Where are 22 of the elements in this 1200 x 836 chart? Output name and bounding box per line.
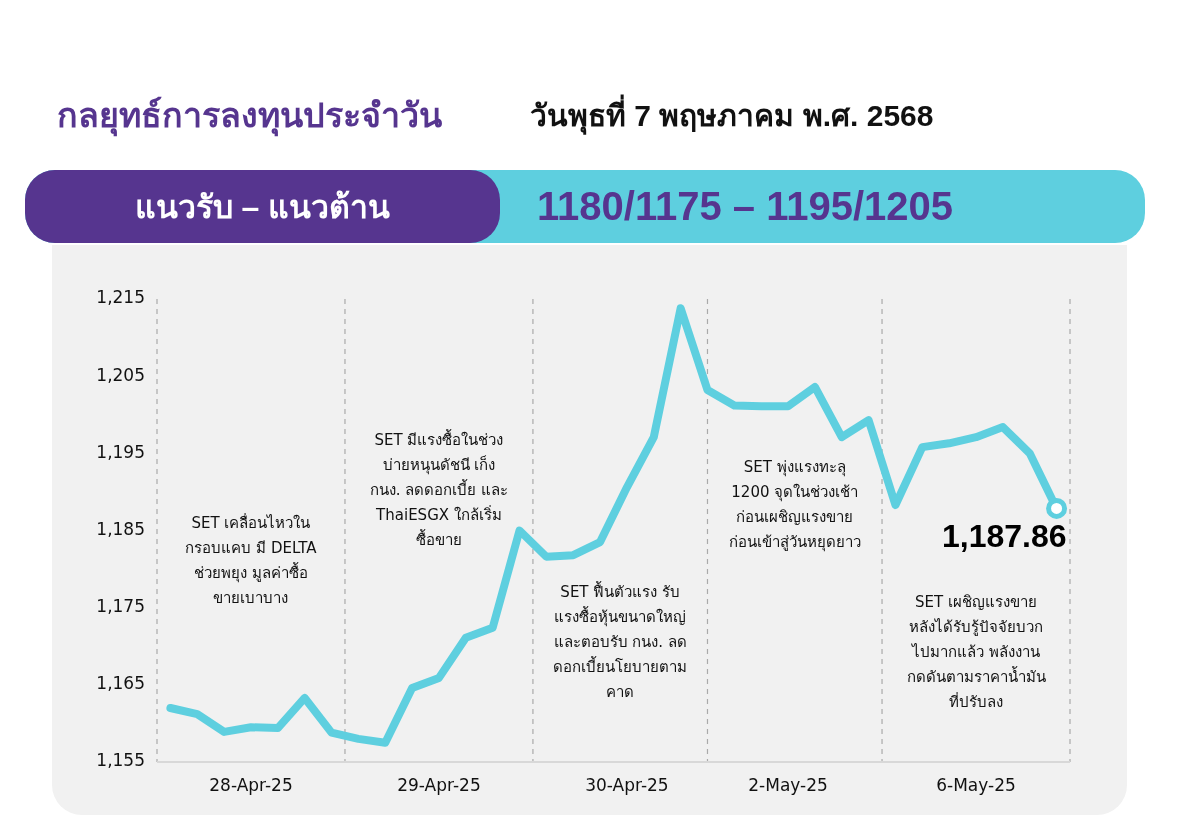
x-tick-label: 28-Apr-25: [209, 774, 293, 795]
y-tick-label: 1,175: [96, 596, 145, 617]
x-tick-label: 30-Apr-25: [585, 774, 669, 795]
y-tick-label: 1,205: [96, 364, 145, 385]
x-tick-label: 2-May-25: [748, 774, 828, 795]
annotation: SET เผชิญแรงขาย หลังได้รับรู้ปัจจัยบวก ไปมากแล้ว พลังงาน กดดันตามราคาน้ำมัน ที่ปรับลง: [906, 592, 1046, 711]
annotation: SET พุ่งแรงทะลุ 1200 จุดในช่วงเช้า ก่อนเผชิญแรงขาย ก่อนเข้าสู่วันหยุดยาว: [728, 458, 861, 553]
data-label: 1,187.86: [942, 518, 1067, 555]
text: แนวรับ – แนวต้าน: [25, 170, 500, 243]
y-tick-label: 1,195: [96, 441, 145, 462]
y-tick-label: 1,215: [96, 287, 145, 308]
annotation: SET เคลื่อนไหวใน กรอบแคบ มี DELTA ช่วยพยุง มูลค่าซื้อ ขายเบาบาง: [185, 512, 318, 607]
y-tick-label: 1,165: [96, 673, 145, 694]
chart-title: กลยุทธ์การลงทุนประจำวัน: [57, 95, 442, 139]
x-tick-label: 6-May-25: [936, 774, 1016, 795]
annotation: SET มีแรงซื้อในช่วง บ่ายหนุนดัชนี เก็ง กนง. ลดดอกเบี้ย และ ThaiESGX ใกล้เริ่ม ซื้อขาย: [369, 428, 509, 549]
y-tick-label: 1,185: [96, 518, 145, 539]
y-tick-label: 1,155: [96, 750, 145, 771]
annotation: SET ฟื้นตัวแรง รับ แรงซื้อหุ้นขนาดใหญ่ และตอบรับ กนง. ลด ดอกเบี้ยนโยบายตาม คาด: [553, 581, 688, 702]
x-tick-label: 29-Apr-25: [397, 774, 481, 795]
chart-subtitle: วันพุธที่ 7 พฤษภาคม พ.ศ. 2568: [530, 93, 934, 137]
text: 1180/1175 – 1195/1205: [537, 183, 954, 230]
